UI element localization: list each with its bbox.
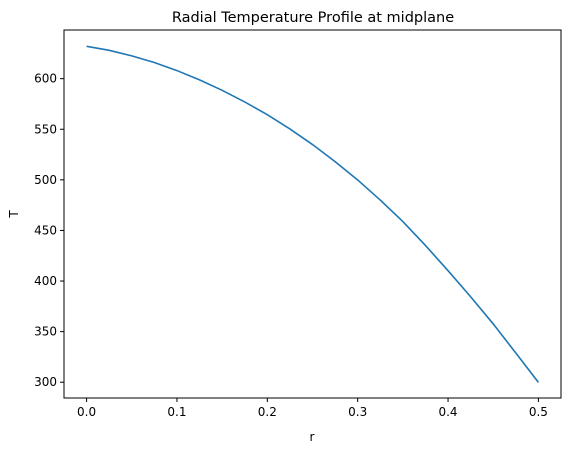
x-tick-label: 0.1 <box>167 405 186 419</box>
y-tick-label: 300 <box>34 375 57 389</box>
y-tick-label: 400 <box>34 274 57 288</box>
axes-frame <box>63 29 562 399</box>
x-tick-label: 0.4 <box>438 405 457 419</box>
x-tick-label: 0.2 <box>258 405 277 419</box>
y-tick-label: 550 <box>34 122 57 136</box>
y-axis: 300 350 400 450 500 550 600 <box>34 72 64 389</box>
x-tick-label: 0.0 <box>77 405 96 419</box>
y-axis-label: T <box>7 210 21 219</box>
y-tick-label: 450 <box>34 223 57 237</box>
x-tick-label: 0.3 <box>348 405 367 419</box>
x-axis-label: r <box>310 430 315 444</box>
x-tick-label: 0.5 <box>529 405 548 419</box>
y-tick-label: 350 <box>34 325 57 339</box>
chart-title: Radial Temperature Profile at midplane <box>172 10 454 26</box>
plot-area <box>63 29 562 399</box>
y-tick-label: 600 <box>34 72 57 86</box>
y-tick-label: 500 <box>34 173 57 187</box>
series-line <box>86 45 540 383</box>
x-axis: 0.0 0.1 0.2 0.3 0.4 0.5 <box>77 398 548 419</box>
